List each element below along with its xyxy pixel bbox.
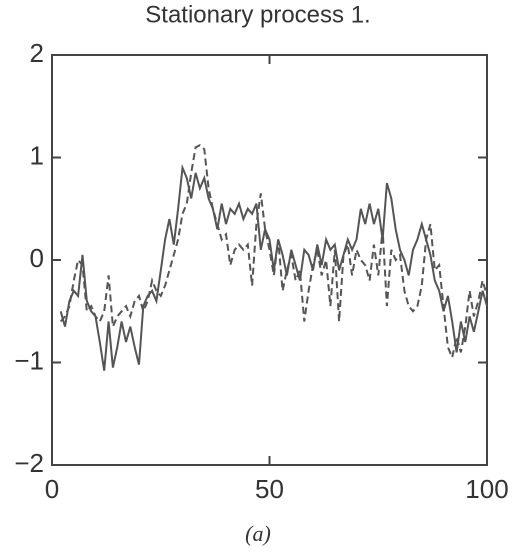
chart-title: Stationary process 1. (145, 1, 370, 28)
x-tick-label: 50 (255, 474, 284, 504)
x-tick-label: 100 (465, 474, 508, 504)
y-tick-label: −1 (14, 345, 44, 375)
y-tick-label: 0 (30, 243, 44, 273)
series-line (59, 143, 488, 361)
x-tick-label: 0 (45, 474, 59, 504)
y-tick-label: −2 (14, 448, 44, 478)
y-tick-label: 2 (30, 38, 44, 68)
caption: (a) (245, 521, 271, 546)
plot-frame (51, 54, 488, 466)
y-tick-label: 1 (30, 140, 44, 170)
